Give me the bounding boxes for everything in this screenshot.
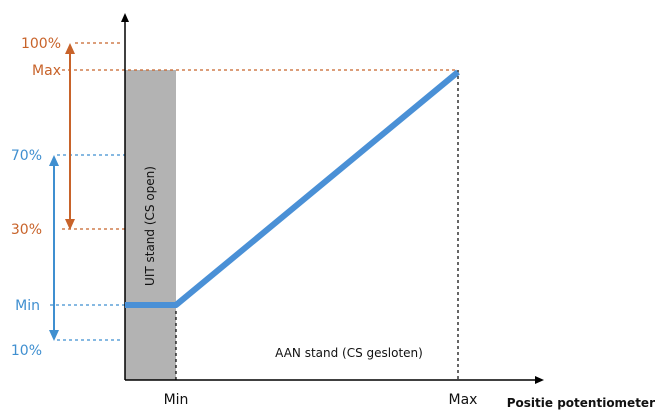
label-max-x: Max bbox=[449, 392, 478, 408]
label-100-percent: 100% bbox=[21, 36, 61, 52]
region-label: AAN stand (CS gesloten) bbox=[275, 346, 423, 360]
characteristic-line bbox=[125, 69, 460, 308]
x-axis-title: Positie potentiometer bbox=[507, 396, 655, 410]
band-label: UIT stand (CS open) bbox=[143, 166, 157, 286]
label-min-y: Min bbox=[15, 298, 40, 314]
label-10-percent: 10% bbox=[11, 343, 42, 359]
off-band bbox=[125, 70, 176, 380]
label-30-percent: 30% bbox=[11, 222, 42, 238]
label-max-y: Max bbox=[32, 63, 61, 79]
label-min-x: Min bbox=[164, 392, 189, 408]
label-70-percent: 70% bbox=[11, 148, 42, 164]
